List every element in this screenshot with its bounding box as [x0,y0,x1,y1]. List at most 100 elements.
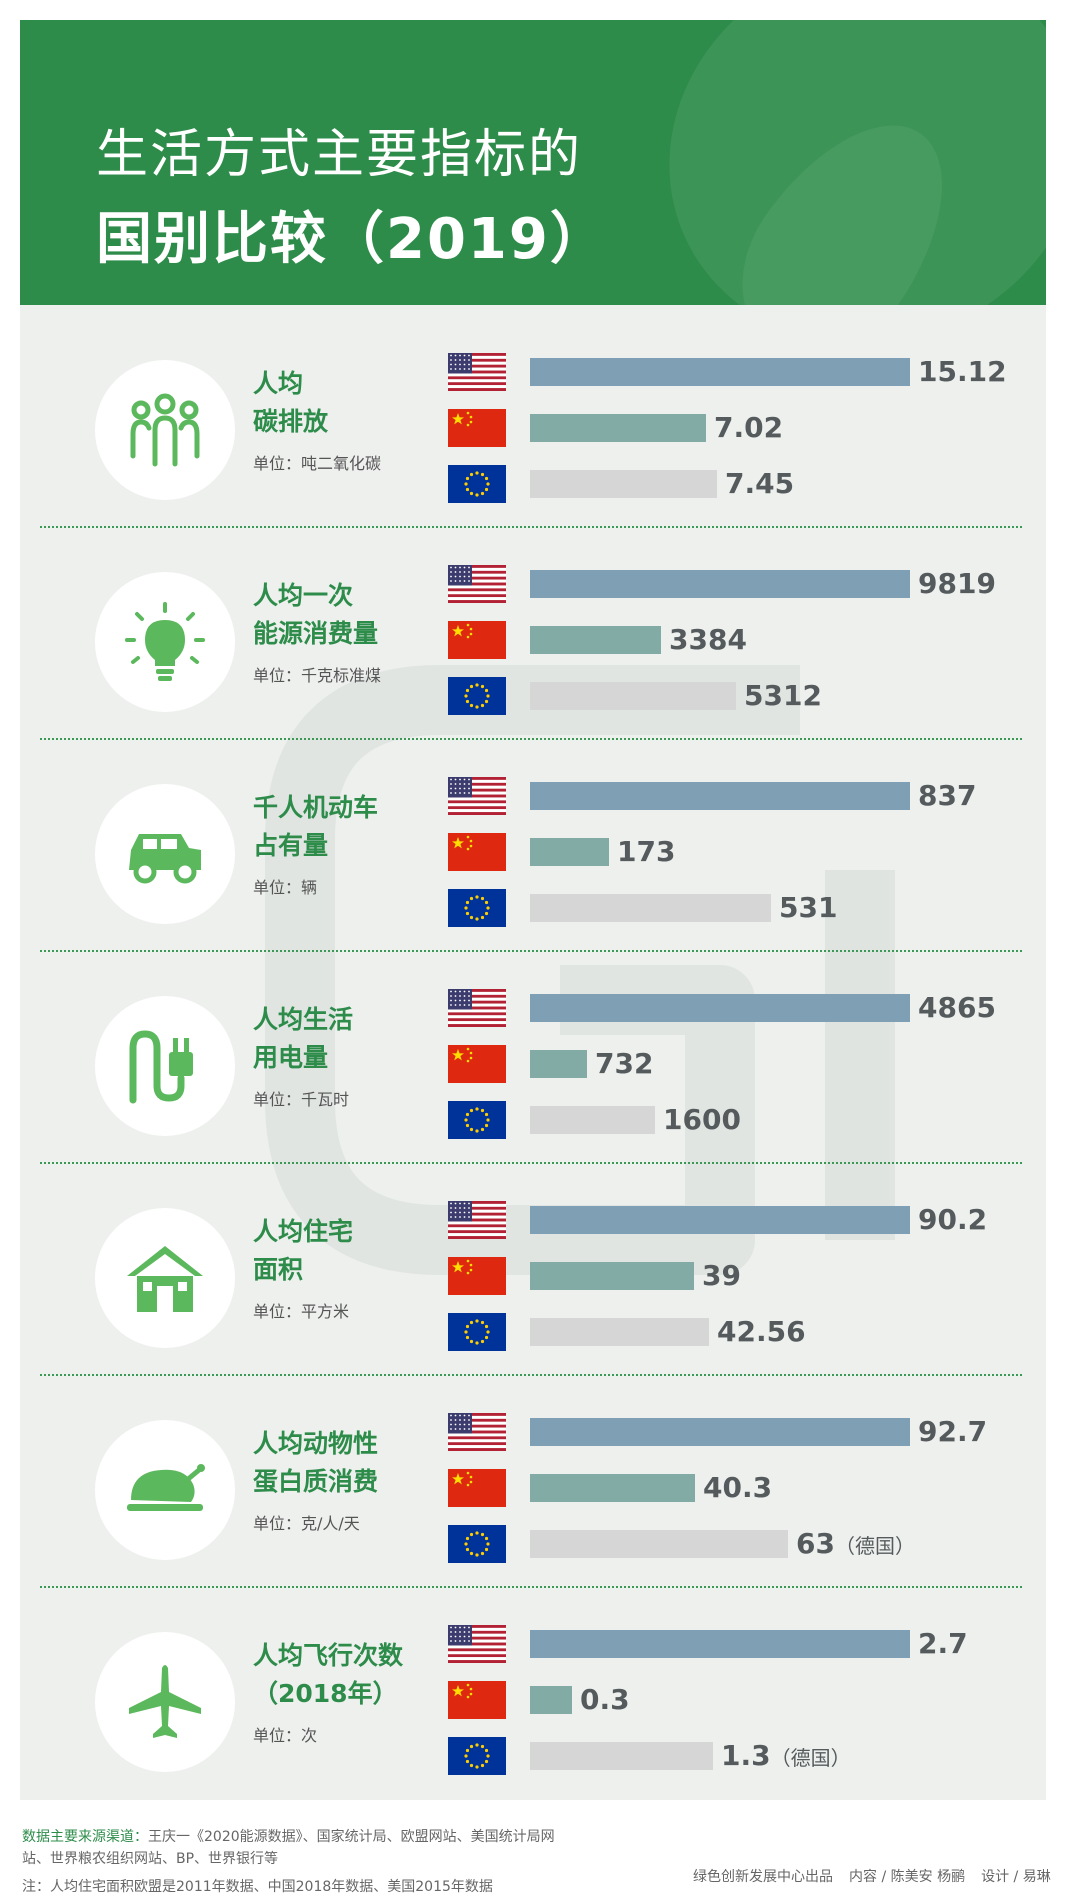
eu-flag-icon [448,1737,506,1775]
eu-flag-icon [448,1101,506,1139]
indicator-group: 千人机动车 占有量 单位：辆 837 173 531 [20,744,1046,954]
section-divider [40,526,1022,528]
value-label: 531 [779,891,838,924]
indicator-label: 人均动物性 蛋白质消费 [253,1425,378,1501]
indicator-label-line1: 人均一次 [253,581,354,610]
indicator-label-line2: 用电量 [253,1043,329,1072]
indicator-unit: 单位：平方米 [253,1302,350,1321]
eu-flag-icon [448,1313,506,1351]
section-divider [40,1374,1022,1376]
indicator-group: 人均住宅面积单位：平方米 90.2 39 42.56 [20,1168,1046,1378]
indicator-label-line1: 人均 [253,369,304,398]
indicator-label-line2: 占有量 [253,831,329,860]
infographic-card: 生活方式主要指标的 国别比较（2019） 人均 碳排放单位：吨二氧化碳 15.12 7… [20,20,1046,1800]
indicator-group: 人均 碳排放 单位：吨二氧化碳 15.12 7.02 7.45 [20,320,1046,530]
indicator-label-line2: 面积 [253,1255,304,1284]
indicator-label: 人均 碳排放 [253,365,328,441]
china-flag-icon [448,409,506,447]
section-divider [40,950,1022,952]
us-flag-icon [448,777,506,815]
section-divider [40,1586,1022,1588]
value-label: 3384 [669,623,747,656]
bar-eu [530,1106,655,1134]
bar-eu [530,894,771,922]
footnote: 注：人均住宅面积欧盟是2011年数据、中国2018年数据、美国2015年数据 [22,1879,493,1895]
indicator-label-line1: 人均住宅 [253,1217,354,1246]
indicator-group: 人均动物性 蛋白质消费单位：克/人/天 92.7 40.3 63（德国） [20,1380,1046,1590]
indicator-label-line1: 人均生活 [253,1005,354,1034]
indicator-label: 人均一次 能源消费量 [253,577,378,653]
value-label: 63（德国） [796,1527,915,1560]
value-label: 4865 [918,991,996,1024]
indicator-label-line2: （2018年） [253,1679,398,1708]
people-icon [130,393,200,467]
bar-china [530,1050,587,1078]
bar-eu [530,470,717,498]
value-note: （德国） [770,1746,851,1770]
us-flag-icon [448,1201,506,1239]
header-banner: 生活方式主要指标的 国别比较（2019） [20,20,1046,305]
eu-flag-icon [448,677,506,715]
indicator-unit: 单位：次 [253,1726,318,1745]
bar-eu [530,682,736,710]
bar-china [530,1262,694,1290]
indicator-unit: 单位：吨二氧化碳 [253,454,382,473]
bar-china [530,1686,572,1714]
credit-publisher: 绿色创新发展中心出品 [693,1869,833,1885]
us-flag-icon [448,353,506,391]
page-title-line2: 国别比较（2019） [96,207,608,272]
value-label: 90.2 [918,1203,988,1236]
value-label: 92.7 [918,1415,988,1448]
icon-circle [95,1208,235,1348]
value-label: 0.3 [580,1683,630,1716]
car-icon [129,834,201,884]
bar-eu [530,1318,709,1346]
value-label: 15.12 [918,355,1007,388]
data-source-text: 数据主要来源渠道：王庆一《2020能源数据》、国家统计局、欧盟网站、美国统计局网… [22,1826,582,1870]
value-label: 39 [702,1259,741,1292]
icon-circle [95,996,235,1136]
value-label: 2.7 [918,1627,968,1660]
bar-us [530,1630,910,1658]
value-label: 837 [918,779,977,812]
value-label: 40.3 [703,1471,773,1504]
indicator-group: 人均一次 能源消费量 单位：千克标准煤 9819 3384 5312 [20,532,1046,742]
bar-eu [530,1742,713,1770]
indicator-label: 人均飞行次数 （2018年） [253,1637,403,1713]
indicator-unit: 单位：克/人/天 [253,1514,360,1533]
airplane-icon [129,1665,201,1738]
china-flag-icon [448,621,506,659]
value-label: 1.3（德国） [721,1739,851,1772]
credits: 绿色创新发展中心出品 内容 / 陈美安 杨鹂 设计 / 易琳 [693,1866,1051,1886]
lightbulb-icon [125,602,205,681]
us-flag-icon [448,1625,506,1663]
credit-design: 设计 / 易琳 [981,1869,1051,1885]
indicator-unit: 单位：辆 [253,878,318,897]
value-label: 9819 [918,567,996,600]
bar-us [530,358,910,386]
bar-us [530,570,910,598]
indicator-label: 千人机动车 占有量 [253,789,378,865]
eu-flag-icon [448,465,506,503]
bar-china [530,1474,695,1502]
bar-us [530,994,910,1022]
bar-china [530,838,609,866]
plug-icon [129,1030,193,1104]
house-icon [127,1246,203,1312]
icon-circle [95,1632,235,1772]
us-flag-icon [448,1413,506,1451]
indicator-label-line1: 千人机动车 [253,793,379,822]
section-divider [40,738,1022,740]
value-label: 42.56 [717,1315,806,1348]
value-label: 1600 [663,1103,741,1136]
bar-us [530,1418,910,1446]
bar-us [530,782,910,810]
data-source-label: 数据主要来源渠道： [22,1829,148,1845]
bar-china [530,414,706,442]
section-divider [40,1162,1022,1164]
indicator-unit: 单位：千瓦时 [253,1090,350,1109]
data-source-list: 王庆一《2020能源数据》、国家统计局、欧盟网站、美国统计局网站、世界粮农组织网… [22,1829,555,1867]
bar-us [530,1206,910,1234]
page-title-line1: 生活方式主要指标的 [96,125,583,185]
value-label: 732 [595,1047,654,1080]
